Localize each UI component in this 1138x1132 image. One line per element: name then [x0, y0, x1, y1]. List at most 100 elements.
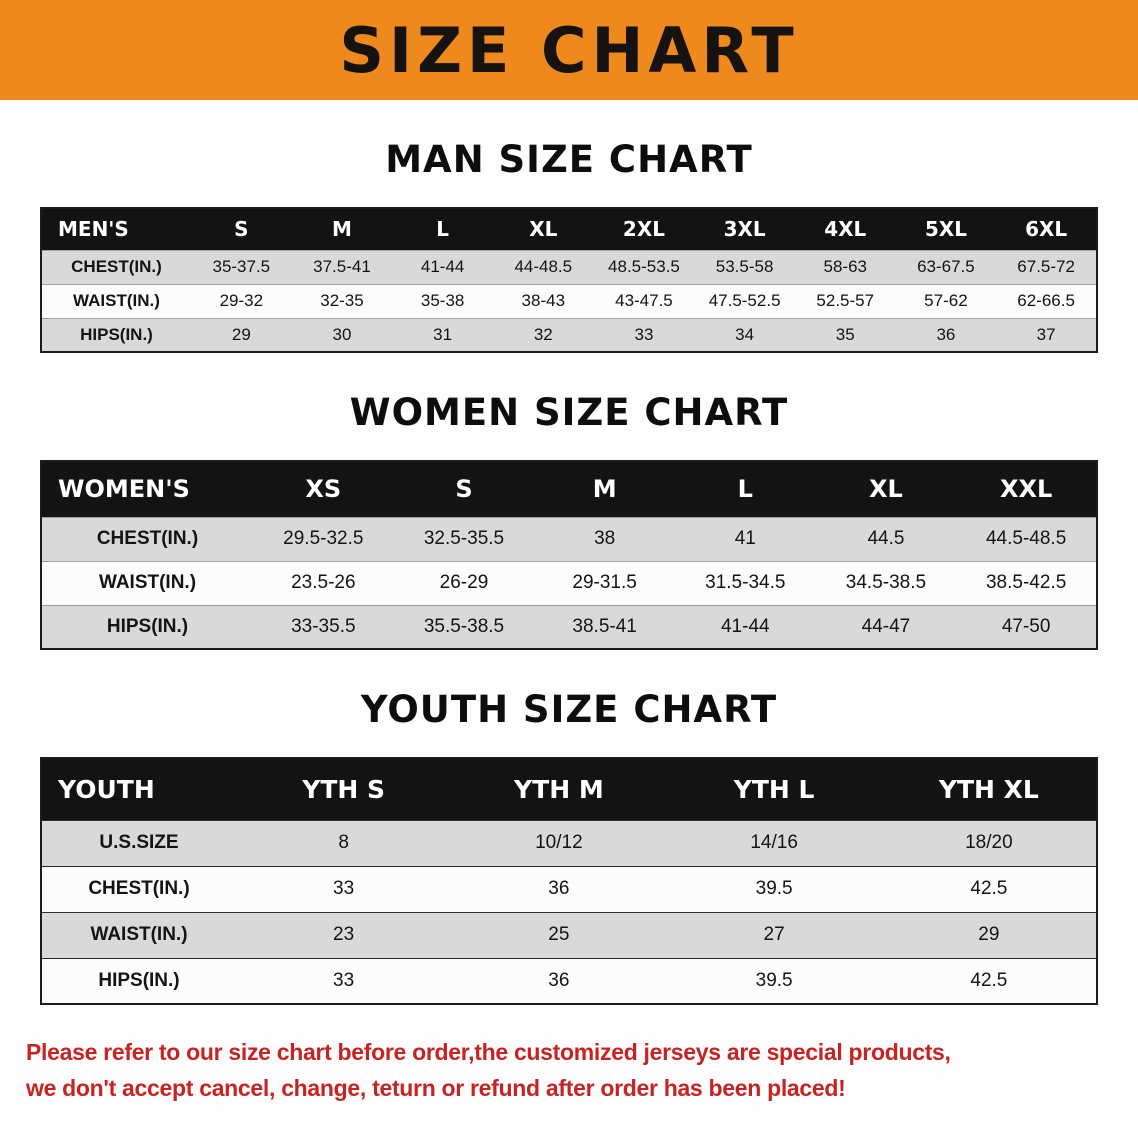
men-hips-in-value-2xl: 33: [634, 324, 654, 344]
women-col-xxl: XXL: [956, 461, 1097, 517]
women-hips-in-value-xs: 33-35.5: [291, 615, 356, 637]
women-hips-in-label: HIPS(IN.): [106, 615, 189, 637]
men-row-waist-in: WAIST(IN.) 29-32 32-35 35-38 38-43 43-47.5 47.…: [41, 284, 1097, 318]
disclaimer: Please refer to our size chart before or…: [0, 1035, 1138, 1106]
men-chest-in-value-4xl: 58-63: [823, 257, 867, 276]
men-waist-in-value-xl: 38-43: [521, 291, 566, 310]
women-group-label: WOMEN'S: [41, 461, 253, 517]
banner-title: SIZE CHART: [339, 13, 799, 87]
youth-row-u-s-size: U.S.SIZE 8 10/12 14/16 18/20: [41, 820, 1097, 866]
men-chest-in-value-5xl: 63-67.5: [917, 257, 975, 276]
men-group-label: MEN'S: [41, 208, 191, 250]
women-row-hips-in: HIPS(IN.) 33-35.5 35.5-38.5 38.5-41 41-44 44-…: [41, 605, 1097, 649]
women-header-row: WOMEN'S XS S M L XL XXL: [41, 461, 1097, 517]
disclaimer-line-2: we don't accept cancel, change, teturn o…: [26, 1074, 846, 1101]
youth-col-yth-l: YTH L: [666, 758, 882, 820]
youth-header-row: YOUTH YTH S YTH M YTH L YTH XL: [41, 758, 1097, 820]
women-waist-in-value-xs: 23.5-26: [291, 572, 356, 593]
women-col-l: L: [674, 461, 816, 517]
women-col-xs: XS: [253, 461, 394, 517]
women-hips-in-value-xxl: 47-50: [1001, 615, 1051, 637]
women-waist-in-label: WAIST(IN.): [98, 572, 197, 593]
women-waist-in-value-s: 26-29: [439, 572, 489, 593]
men-chest-in-value-s: 35-37.5: [212, 257, 271, 276]
youth-u-s-size-label: U.S.SIZE: [99, 832, 179, 853]
men-hips-in-value-m: 30: [332, 324, 352, 344]
men-hips-in-value-xl: 32: [533, 324, 553, 344]
men-hips-in-value-3xl: 34: [735, 324, 755, 344]
youth-waist-in-value-yth-m: 25: [548, 924, 570, 945]
women-chest-in-label: CHEST(IN.): [96, 528, 199, 549]
men-col-l: L: [392, 208, 493, 250]
men-size-table: MEN'S S M L XL 2XL 3XL 4XL 5XL 6XL CHEST(IN.) 35-37…: [40, 207, 1098, 353]
women-chest-in-value-xxl: 44.5-48.5: [985, 528, 1067, 549]
men-chest-in-label: CHEST(IN.): [71, 257, 162, 276]
men-col-s: S: [191, 208, 292, 250]
men-waist-in-value-2xl: 43-47.5: [615, 291, 673, 310]
men-col-4xl: 4XL: [794, 208, 896, 250]
men-waist-in-value-3xl: 47.5-52.5: [708, 291, 781, 310]
men-row-hips-in: HIPS(IN.) 29 30 31 32 33 34 35 36 37: [41, 318, 1097, 352]
women-col-s: S: [393, 461, 535, 517]
women-waist-in-value-l: 31.5-34.5: [705, 572, 786, 593]
youth-section: YOUTH SIZE CHART YOUTH YTH S YTH M YTH L YTH …: [0, 688, 1138, 1005]
youth-hips-in-value-yth-xl: 42.5: [970, 969, 1008, 991]
women-row-waist-in: WAIST(IN.) 23.5-26 26-29 29-31.5 31.5-34.5 34…: [41, 561, 1097, 605]
men-hips-in-value-6xl: 37: [1036, 324, 1056, 344]
women-chest-in-value-s: 32.5-35.5: [423, 528, 505, 549]
youth-row-chest-in: CHEST(IN.) 33 36 39.5 42.5: [41, 866, 1097, 912]
youth-waist-in-label: WAIST(IN.): [90, 924, 188, 945]
youth-row-waist-in: WAIST(IN.) 23 25 27 29: [41, 912, 1097, 958]
men-hips-in-value-s: 29: [231, 324, 251, 344]
youth-u-s-size-value-yth-m: 10/12: [535, 832, 583, 853]
men-hips-in-value-l: 31: [433, 324, 453, 344]
men-hips-in-value-4xl: 35: [835, 324, 855, 344]
men-section: MAN SIZE CHART MEN'S S M L XL 2XL 3XL 4XL 5XL 6XL C…: [0, 138, 1138, 353]
size-chart-page: SIZE CHART MAN SIZE CHART MEN'S S M L XL 2XL 3X…: [0, 0, 1138, 1106]
women-waist-in-value-m: 29-31.5: [572, 572, 637, 593]
men-col-2xl: 2XL: [593, 208, 695, 250]
men-waist-in-value-s: 29-32: [219, 291, 264, 310]
youth-col-yth-s: YTH S: [236, 758, 452, 820]
men-hips-in-label: HIPS(IN.): [80, 324, 153, 344]
men-heading: MAN SIZE CHART: [385, 138, 753, 181]
women-chest-in-value-xl: 44.5: [867, 528, 905, 549]
men-col-m: M: [291, 208, 393, 250]
women-section: WOMEN SIZE CHART WOMEN'S XS S M L XL XXL CHEST(I…: [0, 391, 1138, 650]
women-hips-in-value-l: 41-44: [720, 615, 770, 637]
women-chest-in-value-xs: 29.5-32.5: [283, 528, 364, 549]
men-col-3xl: 3XL: [694, 208, 795, 250]
men-col-6xl: 6XL: [996, 208, 1097, 250]
men-waist-in-value-l: 35-38: [420, 291, 465, 310]
men-chest-in-value-l: 41-44: [420, 257, 465, 276]
youth-group-label: YOUTH: [41, 758, 236, 820]
youth-size-table: YOUTH YTH S YTH M YTH L YTH XL U.S.SIZE 8 10/12…: [40, 757, 1098, 1005]
youth-waist-in-value-yth-l: 27: [763, 924, 785, 945]
youth-col-yth-m: YTH M: [451, 758, 667, 820]
youth-u-s-size-value-yth-s: 8: [338, 832, 349, 853]
youth-u-s-size-value-yth-l: 14/16: [750, 832, 798, 853]
men-waist-in-label: WAIST(IN.): [73, 291, 160, 310]
men-chest-in-value-m: 37.5-41: [313, 257, 371, 276]
women-heading: WOMEN SIZE CHART: [349, 391, 789, 434]
women-col-xl: XL: [815, 461, 957, 517]
women-chest-in-value-m: 38: [594, 528, 616, 549]
youth-hips-in-value-yth-l: 39.5: [755, 969, 793, 991]
women-hips-in-value-m: 38.5-41: [572, 615, 637, 637]
men-waist-in-value-6xl: 62-66.5: [1017, 291, 1075, 310]
men-waist-in-value-4xl: 52.5-57: [816, 291, 875, 310]
men-col-xl: XL: [492, 208, 594, 250]
disclaimer-line-1: Please refer to our size chart before or…: [26, 1039, 951, 1065]
men-chest-in-value-xl: 44-48.5: [514, 257, 573, 276]
youth-hips-in-value-yth-m: 36: [548, 969, 570, 991]
men-chest-in-value-3xl: 53.5-58: [715, 257, 774, 276]
men-chest-in-value-6xl: 67.5-72: [1017, 257, 1075, 276]
women-hips-in-value-xl: 44-47: [861, 615, 911, 637]
women-waist-in-value-xxl: 38.5-42.5: [985, 572, 1067, 593]
youth-chest-in-value-yth-xl: 42.5: [970, 878, 1008, 899]
youth-hips-in-value-yth-s: 33: [333, 969, 355, 991]
youth-row-hips-in: HIPS(IN.) 33 36 39.5 42.5: [41, 958, 1097, 1004]
youth-u-s-size-value-yth-xl: 18/20: [965, 832, 1013, 853]
youth-chest-in-value-yth-l: 39.5: [755, 878, 793, 899]
women-row-chest-in: CHEST(IN.) 29.5-32.5 32.5-35.5 38 41 44.5 44.5…: [41, 517, 1097, 561]
